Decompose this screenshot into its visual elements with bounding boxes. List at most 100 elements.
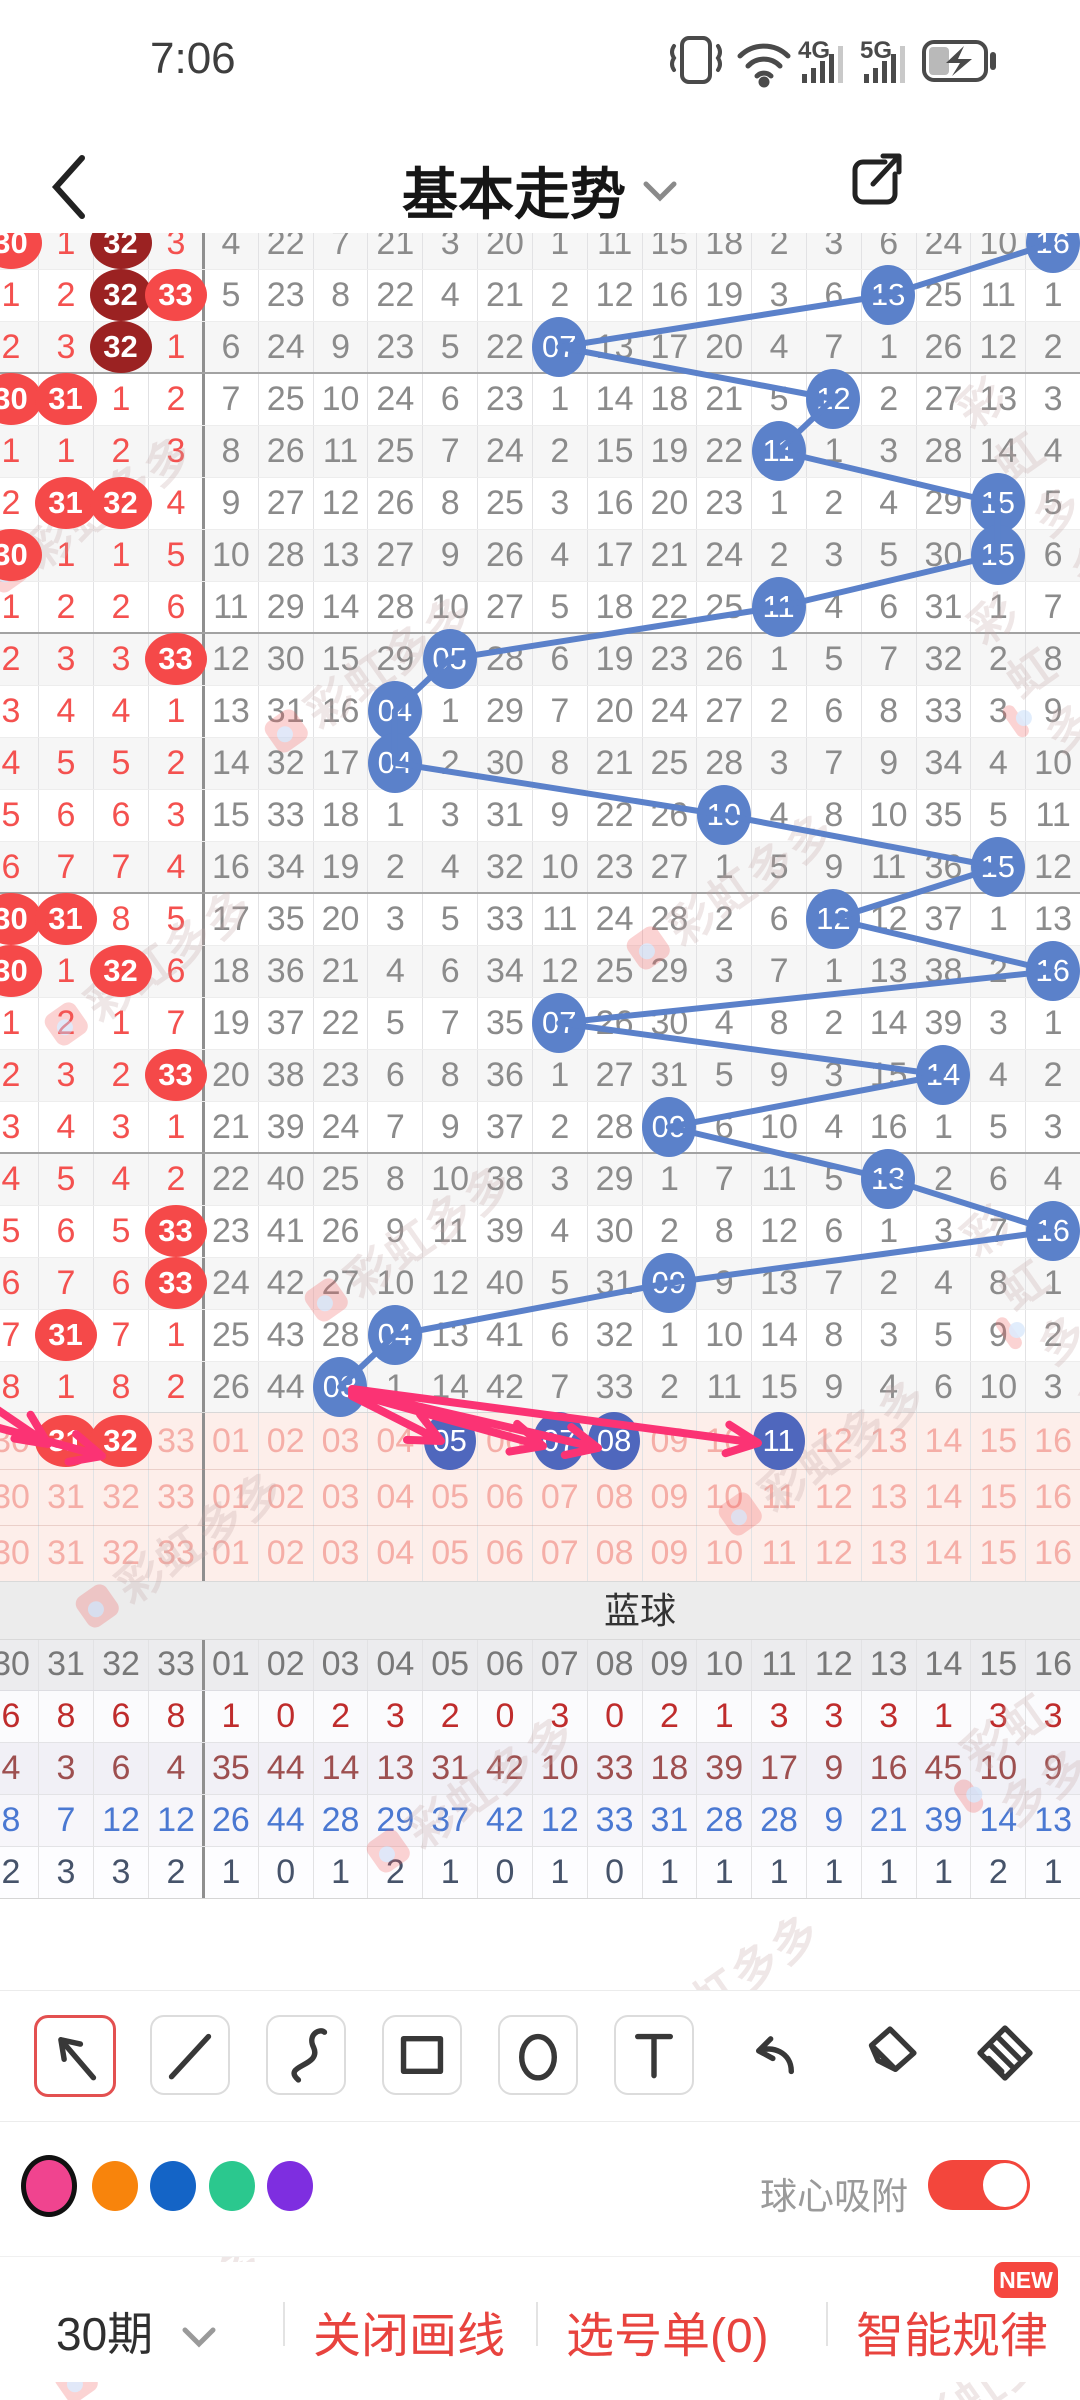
blue-number-cell[interactable]: 01 bbox=[211, 1534, 250, 1572]
color-swatch[interactable] bbox=[209, 2161, 255, 2211]
blue-number-cell[interactable]: 15 bbox=[979, 1422, 1018, 1460]
blue-number-cell[interactable]: 14 bbox=[924, 1534, 963, 1572]
blue-number-cell[interactable]: 16 bbox=[1034, 1534, 1072, 1572]
blue-number-cell[interactable]: 13 bbox=[869, 1422, 908, 1460]
blue-number-cell[interactable]: 12 bbox=[814, 1478, 853, 1516]
blue-number-cell[interactable]: 10 bbox=[705, 1422, 744, 1460]
blue-number-cell[interactable]: 05 bbox=[431, 1478, 470, 1516]
blue-number-cell[interactable]: 09 bbox=[650, 1534, 689, 1572]
blue-number-cell[interactable]: 13 bbox=[869, 1534, 908, 1572]
red-number-cell[interactable]: 32 bbox=[102, 1534, 140, 1572]
red-number-cell[interactable]: 33 bbox=[157, 1478, 195, 1516]
miss-count-cell: 36 bbox=[486, 1056, 524, 1094]
blue-number-cell[interactable]: 09 bbox=[650, 1422, 689, 1460]
undo-tool-button[interactable] bbox=[737, 2015, 813, 2091]
toggle-knob bbox=[983, 2163, 1027, 2207]
red-ball: 31 bbox=[34, 893, 97, 945]
cursor-arrow-tool-button[interactable] bbox=[34, 2015, 116, 2097]
miss-count-cell: 4 bbox=[934, 1264, 953, 1302]
eraser-tool-button[interactable] bbox=[852, 2015, 928, 2091]
back-button[interactable] bbox=[46, 150, 94, 224]
color-swatch[interactable] bbox=[267, 2161, 313, 2211]
blue-number-cell[interactable]: 08 bbox=[595, 1534, 634, 1572]
blue-number-cell[interactable]: 02 bbox=[266, 1534, 305, 1572]
blue-number-cell[interactable]: 03 bbox=[321, 1534, 360, 1572]
red-number-cell[interactable]: 31 bbox=[47, 1478, 85, 1516]
blue-number-cell[interactable]: 16 bbox=[1034, 1422, 1072, 1460]
miss-count-cell: 32 bbox=[266, 744, 305, 782]
blue-number-cell[interactable]: 01 bbox=[211, 1422, 250, 1460]
rectangle-tool-button[interactable] bbox=[382, 2015, 462, 2095]
blue-number-cell[interactable]: 14 bbox=[924, 1478, 963, 1516]
red-ball: 30 bbox=[0, 945, 42, 997]
blue-number-cell[interactable]: 06 bbox=[486, 1534, 524, 1572]
color-swatch[interactable] bbox=[21, 2155, 77, 2217]
row-divider bbox=[0, 1794, 1080, 1795]
blue-number-cell[interactable]: 12 bbox=[814, 1534, 853, 1572]
blue-number-cell[interactable]: 16 bbox=[1034, 1478, 1072, 1516]
red-number-cell[interactable]: 30 bbox=[0, 1478, 30, 1516]
red-number-cell[interactable]: 30 bbox=[0, 1422, 30, 1460]
page-title[interactable]: 基本走势 bbox=[402, 163, 626, 226]
red-number-cell[interactable]: 33 bbox=[157, 1534, 195, 1572]
blue-number-cell[interactable]: 03 bbox=[321, 1478, 360, 1516]
blue-number-cell[interactable]: 07 bbox=[540, 1478, 579, 1516]
grid-line bbox=[312, 217, 314, 1898]
miss-count-cell: 39 bbox=[486, 1212, 524, 1250]
blue-number-cell[interactable]: 07 bbox=[540, 1534, 579, 1572]
red-number-selected[interactable]: 32 bbox=[89, 1415, 152, 1467]
ticket-button[interactable]: 选号单(0) bbox=[566, 2310, 769, 2363]
blue-number-cell[interactable]: 15 bbox=[979, 1534, 1018, 1572]
red-number-selected[interactable]: 31 bbox=[34, 1415, 97, 1467]
blue-number-cell[interactable]: 02 bbox=[266, 1422, 305, 1460]
curve-tool-button[interactable] bbox=[266, 2015, 346, 2095]
red-number-cell[interactable]: 30 bbox=[0, 1534, 30, 1572]
periods-selector[interactable]: 30期 bbox=[56, 2298, 218, 2364]
red-number-cell[interactable]: 33 bbox=[157, 1422, 195, 1460]
blue-number-cell[interactable]: 10 bbox=[705, 1534, 744, 1572]
blue-number-cell[interactable]: 14 bbox=[924, 1422, 963, 1460]
blue-number-cell[interactable]: 05 bbox=[431, 1534, 470, 1572]
snap-toggle[interactable] bbox=[928, 2160, 1030, 2210]
text-tool-button[interactable] bbox=[614, 2015, 694, 2095]
red-number-cell[interactable]: 32 bbox=[102, 1478, 140, 1516]
blue-number-cell[interactable]: 04 bbox=[376, 1534, 415, 1572]
smart-pattern-button[interactable]: 智能规律 bbox=[856, 2310, 1049, 2363]
miss-count-cell: 30 bbox=[486, 744, 524, 782]
line-tool-button[interactable] bbox=[150, 2015, 230, 2095]
share-button[interactable] bbox=[843, 148, 909, 214]
blue-number-cell[interactable]: 11 bbox=[761, 1478, 797, 1516]
circle-tool-button[interactable] bbox=[498, 2015, 578, 2095]
blue-number-cell[interactable]: 15 bbox=[979, 1478, 1018, 1516]
blue-number-selected[interactable]: 11 bbox=[752, 1412, 805, 1470]
blue-number-cell[interactable]: 08 bbox=[595, 1478, 634, 1516]
blue-number-cell[interactable]: 02 bbox=[266, 1478, 305, 1516]
blue-number-cell[interactable]: 12 bbox=[814, 1422, 853, 1460]
blue-number-cell[interactable]: 10 bbox=[705, 1478, 744, 1516]
pattern-brush-tool-button[interactable] bbox=[967, 2015, 1043, 2091]
blue-number-cell[interactable]: 11 bbox=[761, 1534, 797, 1572]
page-title-group[interactable]: 基本走势 bbox=[0, 150, 1080, 231]
color-swatch[interactable] bbox=[150, 2161, 196, 2211]
close-drawing-button[interactable]: 关闭画线 bbox=[313, 2310, 506, 2363]
blue-number-cell[interactable]: 06 bbox=[486, 1422, 524, 1460]
red-number-cell[interactable]: 31 bbox=[47, 1534, 85, 1572]
blue-number-cell[interactable]: 06 bbox=[486, 1478, 524, 1516]
blue-number-cell[interactable]: 04 bbox=[376, 1478, 415, 1516]
blue-number-selected[interactable]: 08 bbox=[588, 1412, 641, 1470]
blue-number-cell[interactable]: 03 bbox=[321, 1422, 360, 1460]
grid-line bbox=[38, 217, 39, 1898]
stats-header-cell: 30 bbox=[0, 1645, 30, 1683]
stat-value-cell: 13 bbox=[1034, 1801, 1072, 1839]
blue-number-selected[interactable]: 05 bbox=[423, 1412, 476, 1470]
blue-number-cell[interactable]: 04 bbox=[376, 1422, 415, 1460]
blue-number-cell[interactable]: 13 bbox=[869, 1478, 908, 1516]
miss-count-cell: 2 bbox=[385, 848, 405, 886]
blue-number-selected[interactable]: 07 bbox=[533, 1412, 586, 1470]
blue-number-cell[interactable]: 01 bbox=[211, 1478, 250, 1516]
color-swatch[interactable] bbox=[92, 2161, 138, 2211]
miss-count-cell: 21 bbox=[321, 952, 360, 990]
red-ball: 32 bbox=[89, 321, 152, 373]
miss-count-cell: 5 bbox=[56, 1160, 76, 1198]
blue-number-cell[interactable]: 09 bbox=[650, 1478, 689, 1516]
